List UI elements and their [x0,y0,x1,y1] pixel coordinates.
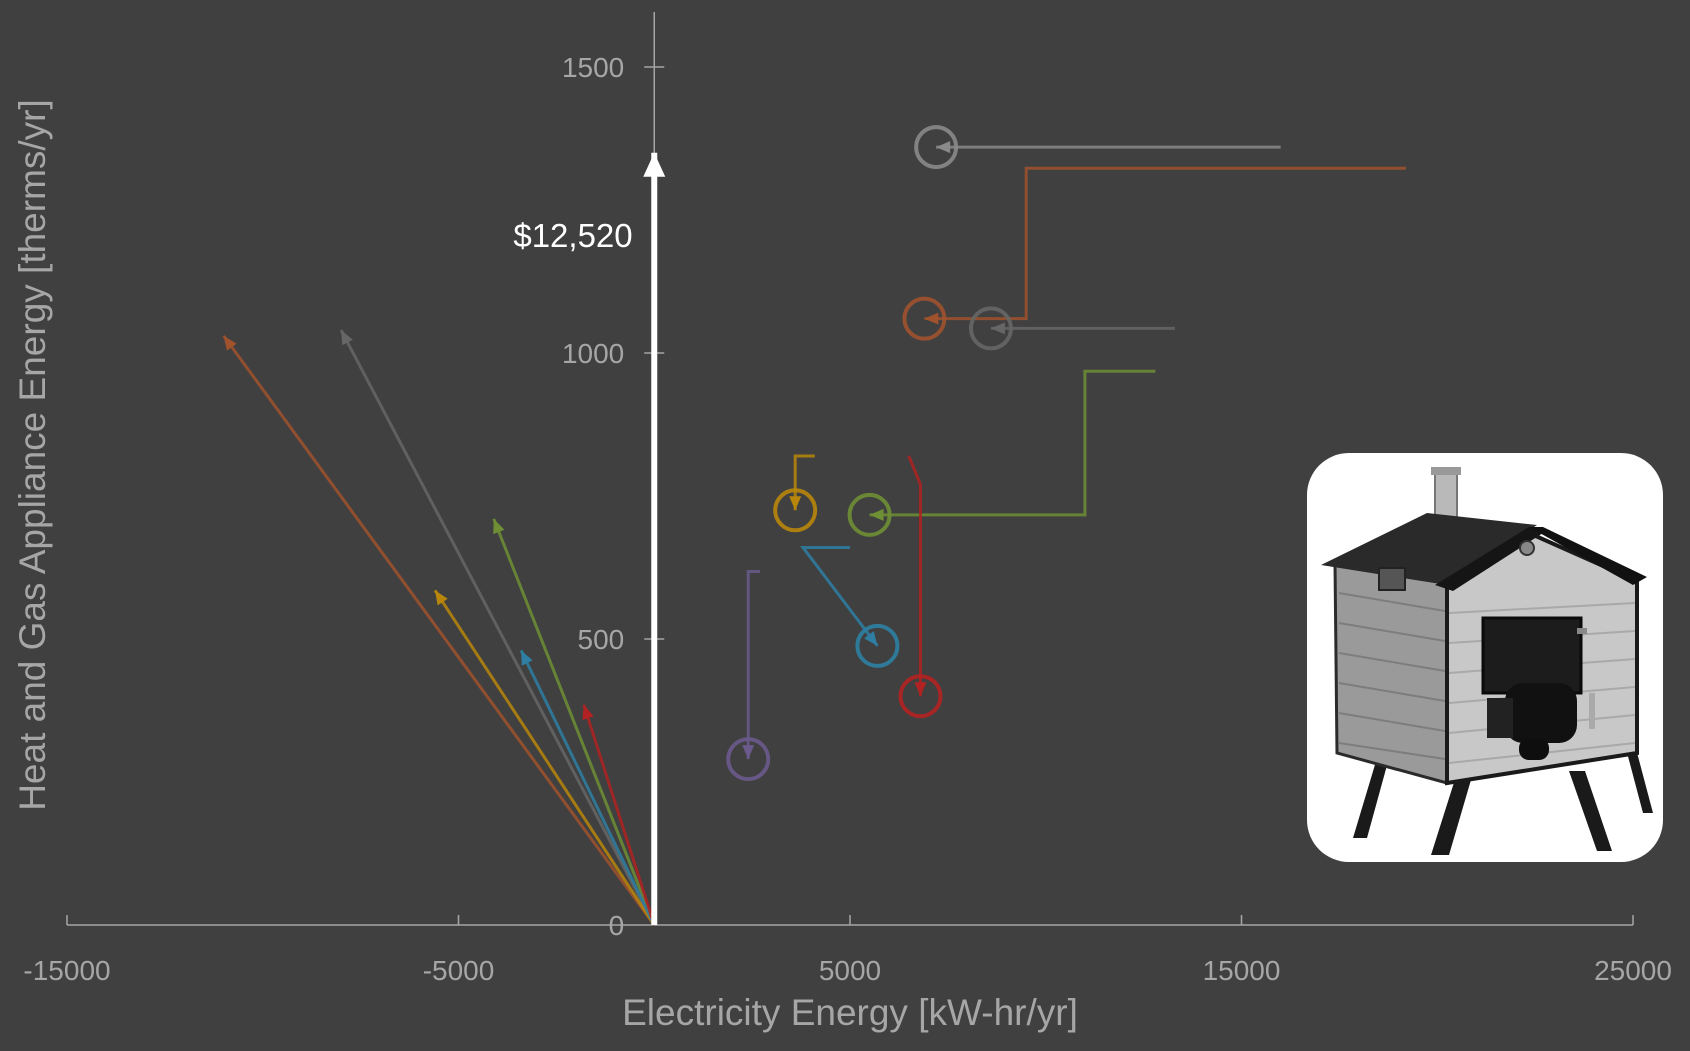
arrow-head [521,650,533,666]
x-tick-label: 15000 [1203,955,1281,986]
y-tick-label: 1000 [562,338,624,369]
end-circle-marker [855,623,900,668]
series-line [800,545,879,647]
x-tick-label: 25000 [1594,955,1672,986]
series-line [746,570,760,760]
series-9 [339,329,656,926]
series-2 [968,306,1175,351]
end-circle-marker [847,492,892,537]
arrow-head [864,631,878,646]
arrow-head [643,152,666,177]
x-tick-label: 5000 [819,955,881,986]
arrow-head [990,322,1005,335]
arrow-head [223,335,237,351]
series-line [492,518,656,926]
series-4 [773,454,818,533]
series-3 [847,369,1156,537]
series-11 [433,589,656,926]
series-line [907,455,922,697]
boiler-photo [1307,453,1663,862]
y-tick-label: 0 [609,910,625,941]
end-circle-marker [914,125,959,170]
series-7 [726,570,771,782]
arrow-head [789,496,802,511]
arrow-head [341,330,353,346]
end-circle-marker [773,488,818,533]
series-12 [519,649,656,926]
end-circle-marker [968,306,1013,351]
arrow-head [936,141,951,154]
arrow-head [924,312,939,325]
cost-annotation: $12,520 [513,217,632,254]
arrow-head [435,590,448,606]
series-layer [222,125,1406,926]
series-13 [582,704,656,926]
series-line [519,649,656,926]
x-tick-label: -15000 [23,955,110,986]
series-6 [898,455,943,719]
boiler-illustration [1321,467,1653,855]
arrow-head [914,682,927,697]
end-circle-marker [726,737,771,782]
series-line [222,334,656,926]
arrow-head [493,518,505,535]
series-10 [492,518,656,926]
series-8 [222,334,656,926]
series-5 [800,545,900,668]
series-line [869,369,1156,517]
x-tick-label: -5000 [423,955,495,986]
series-0 [914,125,1281,170]
series-14 [643,152,666,925]
series-line [433,589,656,926]
label-layer: Electricity Energy [kW-hr/yr] Heat and G… [12,99,1078,1033]
arrow-head [742,745,755,760]
y-axis-title: Heat and Gas Appliance Energy [therms/yr… [12,99,53,811]
end-circle-marker [902,296,947,341]
x-axis-title: Electricity Energy [kW-hr/yr] [622,992,1078,1033]
arrow-head [869,508,884,521]
series-line [924,166,1406,321]
series-line [339,329,656,926]
y-tick-label: 500 [578,624,625,655]
arrow-head [582,704,594,720]
end-circle-marker [898,674,943,719]
axes-layer: -15000 -5000 5000 15000 25000 0 500 1000 1500 [23,12,1672,986]
y-tick-label: 1500 [562,52,624,83]
series-line [582,704,656,926]
